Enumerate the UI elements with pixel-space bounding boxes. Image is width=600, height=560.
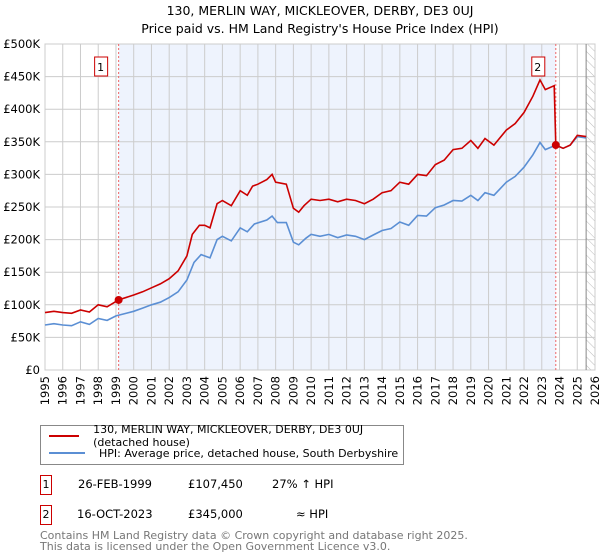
- x-tick-label: 2011: [322, 376, 336, 405]
- legend-swatch-price: [49, 435, 80, 437]
- x-tick-label: 2000: [127, 376, 141, 405]
- transaction-price: £345,000: [188, 507, 243, 521]
- y-tick-label: £450K: [3, 70, 40, 84]
- legend-item-hpi: HPI: Average price, detached house, Sout…: [49, 445, 398, 461]
- title-line-1: 130, MERLIN WAY, MICKLEOVER, DERBY, DE3 …: [166, 3, 474, 18]
- x-tick-label: 2020: [482, 376, 496, 405]
- y-tick-label: £250K: [3, 200, 40, 214]
- footer-line-1: Contains HM Land Registry data © Crown c…: [40, 529, 468, 542]
- x-tick-label: 2021: [499, 376, 513, 405]
- x-tick-label: 2016: [411, 376, 425, 405]
- x-tick-label: 2019: [464, 376, 478, 405]
- x-tick-label: 2017: [428, 376, 442, 405]
- transaction-date: 16-OCT-2023: [77, 507, 153, 521]
- x-tick-label: 2023: [535, 376, 549, 405]
- chart-title: 130, MERLIN WAY, MICKLEOVER, DERBY, DE3 …: [0, 2, 600, 38]
- transaction-price: £107,450: [188, 477, 243, 491]
- x-tick-label: 2022: [517, 376, 531, 405]
- legend-label-hpi: HPI: Average price, detached house, Sout…: [99, 446, 399, 460]
- sale-point: [551, 141, 560, 150]
- legend-item-price: 130, MERLIN WAY, MICKLEOVER, DERBY, DE3 …: [49, 423, 403, 449]
- transaction-row: 2 16-OCT-2023 £345,000 ≈ HPI: [40, 505, 440, 525]
- legend-swatch-hpi: [49, 452, 85, 454]
- y-tick-label: £500K: [3, 37, 40, 51]
- sale-point: [114, 295, 123, 304]
- legend: 130, MERLIN WAY, MICKLEOVER, DERBY, DE3 …: [40, 423, 404, 465]
- y-tick-label: £150K: [3, 265, 40, 279]
- footer-line-2: This data is licensed under the Open Gov…: [40, 540, 391, 553]
- transaction-hpi: 27% ↑ HPI: [272, 477, 334, 491]
- y-tick-label: £300K: [3, 167, 40, 181]
- price-paid-line: [44, 78, 587, 315]
- x-tick-label: 2009: [286, 376, 300, 405]
- x-tick-label: 1997: [73, 376, 87, 405]
- y-tick-label: £100K: [3, 298, 40, 312]
- transaction-row: 1 26-FEB-1999 £107,450 27% ↑ HPI: [40, 475, 440, 495]
- x-tick-label: 2004: [198, 376, 212, 405]
- y-tick-label: £200K: [3, 233, 40, 247]
- sale-label: 1: [97, 61, 104, 74]
- transaction-hpi: ≈ HPI: [296, 507, 329, 521]
- y-tick-label: £350K: [3, 135, 40, 149]
- x-tick-label: 2003: [180, 376, 194, 405]
- x-tick-label: 2013: [357, 376, 371, 405]
- x-tick-label: 2002: [162, 376, 176, 405]
- x-tick-label: 2007: [251, 376, 265, 405]
- x-tick-label: 2010: [304, 376, 318, 405]
- y-tick-label: £400K: [3, 102, 40, 116]
- x-tick-label: 2008: [269, 376, 283, 405]
- x-tick-label: 2012: [340, 376, 354, 405]
- price-chart: 1995 1996 1997 1998 1999 2000 2001 2002 2003 2004…: [3, 37, 600, 405]
- y-tick-label: £0: [25, 363, 40, 377]
- footer: Contains HM Land Registry data © Crown c…: [40, 530, 468, 552]
- hpi-line: [44, 135, 587, 327]
- y-tick-label: £50K: [11, 330, 41, 344]
- x-tick-label: 1995: [38, 376, 52, 405]
- x-tick-label: 2024: [553, 376, 567, 405]
- x-tick-label: 1999: [109, 376, 123, 405]
- transaction-badge: 2: [40, 505, 52, 525]
- transaction-badge: 1: [40, 475, 52, 495]
- x-tick-label: 2001: [144, 376, 158, 405]
- x-tick-label: 2006: [233, 376, 247, 405]
- transaction-date: 26-FEB-1999: [78, 477, 152, 491]
- sale-label-box: [531, 56, 546, 77]
- x-tick-label: 2014: [375, 376, 389, 405]
- x-tick-label: 2026: [588, 376, 600, 405]
- legend-label-price: 130, MERLIN WAY, MICKLEOVER, DERBY, DE3 …: [93, 423, 364, 449]
- x-tick-label: 2018: [446, 376, 460, 405]
- x-tick-label: 2005: [215, 376, 229, 405]
- sale-label-box: [94, 56, 109, 77]
- title-line-2: Price paid vs. HM Land Registry's House …: [141, 21, 499, 36]
- x-tick-label: 2015: [393, 376, 407, 405]
- x-tick-label: 2025: [570, 376, 584, 405]
- sale-label: 2: [534, 61, 541, 74]
- x-tick-label: 1996: [56, 376, 70, 405]
- x-tick-label: 1998: [91, 376, 105, 405]
